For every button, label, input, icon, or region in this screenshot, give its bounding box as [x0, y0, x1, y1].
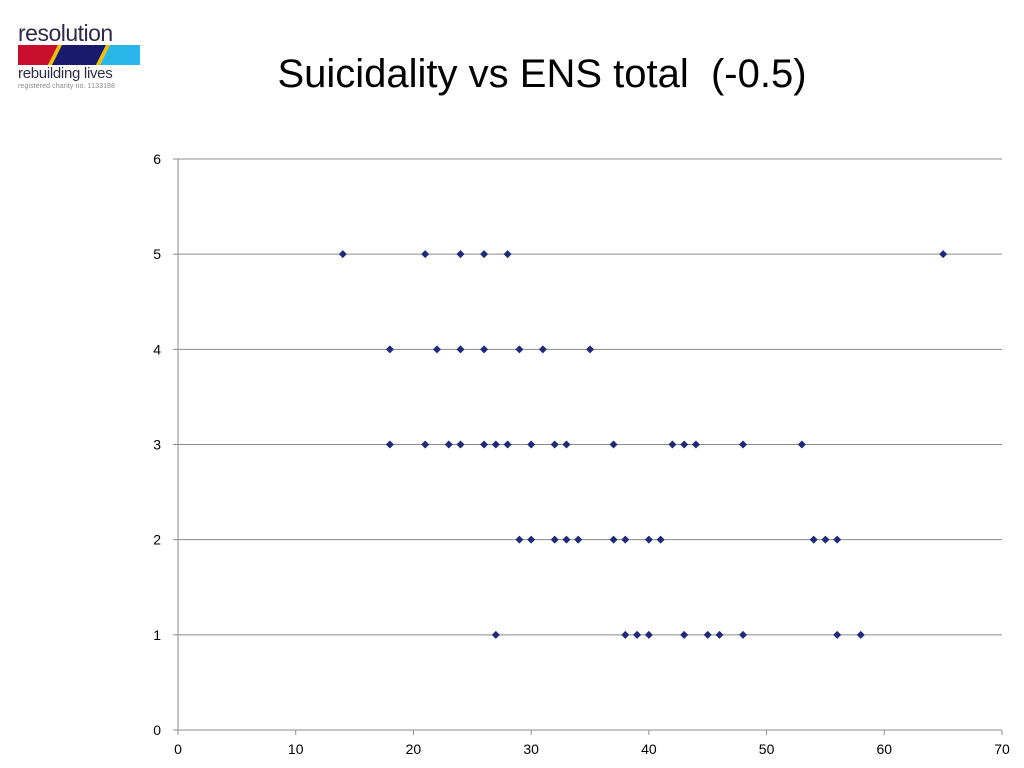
- data-point: [385, 345, 394, 354]
- data-point: [456, 440, 465, 449]
- data-point: [586, 345, 594, 354]
- data-point: [739, 630, 748, 639]
- data-point: [680, 630, 689, 639]
- y-tick-labels: 0 1 2 3 4 5 6: [153, 151, 161, 738]
- x-tick-label: 20: [406, 741, 422, 757]
- data-point: [609, 440, 618, 449]
- data-point: [550, 440, 559, 449]
- x-tick-label: 70: [994, 741, 1010, 757]
- data-point: [644, 535, 653, 544]
- data-point: [809, 535, 818, 544]
- x-tick-label: 0: [174, 741, 182, 757]
- y-tick-label: 0: [153, 722, 161, 738]
- data-point: [538, 345, 547, 354]
- data-point: [527, 535, 536, 544]
- data-point: [609, 535, 618, 544]
- axes: [173, 158, 1003, 735]
- data-point: [480, 250, 489, 259]
- data-point: [515, 535, 524, 544]
- x-tick-label: 50: [759, 741, 775, 757]
- data-point: [621, 535, 630, 544]
- data-point: [480, 440, 489, 449]
- data-point: [385, 440, 394, 449]
- data-point: [574, 535, 583, 544]
- data-point: [562, 535, 571, 544]
- data-point: [833, 535, 842, 544]
- gridlines: [178, 158, 1002, 636]
- data-point: [821, 535, 830, 544]
- data-point: [703, 630, 712, 639]
- data-point: [338, 250, 347, 259]
- data-point: [515, 345, 524, 354]
- data-point: [621, 630, 630, 639]
- data-point: [939, 250, 948, 259]
- data-point: [527, 440, 536, 449]
- logo-tagline: rebuilding lives: [18, 65, 113, 82]
- chart-title: Suicidality vs ENS total (-0.5): [277, 52, 807, 96]
- data-point: [421, 440, 430, 449]
- y-tick-label: 3: [153, 437, 161, 453]
- y-tick-label: 5: [153, 246, 161, 262]
- data-point: [491, 630, 500, 639]
- data-point: [503, 440, 512, 449]
- data-point: [668, 440, 677, 449]
- logo: resolution rebuilding lives registered c…: [18, 22, 142, 91]
- y-tick-label: 6: [153, 151, 161, 167]
- data-point: [633, 630, 642, 639]
- data-point: [833, 630, 842, 639]
- data-point: [691, 440, 700, 449]
- data-point: [491, 440, 500, 449]
- x-tick-label: 30: [523, 741, 539, 757]
- logo-stripe-icon: [18, 45, 140, 65]
- x-tick-labels: 0 10 20 30 40 50 60 70: [174, 741, 1010, 757]
- x-tick-label: 10: [288, 741, 304, 757]
- y-tick-label: 1: [153, 627, 161, 643]
- data-point: [562, 440, 571, 449]
- data-points: [338, 250, 948, 639]
- data-point: [797, 440, 806, 449]
- data-point: [480, 345, 489, 354]
- y-tick-label: 2: [153, 532, 161, 548]
- data-point: [432, 345, 441, 354]
- data-point: [656, 535, 665, 544]
- data-point: [456, 345, 465, 354]
- data-point: [739, 440, 748, 449]
- data-point: [503, 250, 512, 259]
- logo-charity-number: registered charity no. 1133188: [18, 83, 116, 90]
- data-point: [444, 440, 453, 449]
- data-point: [550, 535, 559, 544]
- x-tick-label: 40: [641, 741, 657, 757]
- data-point: [680, 440, 689, 449]
- x-tick-label: 60: [876, 741, 892, 757]
- data-point: [421, 250, 430, 259]
- y-tick-label: 4: [153, 341, 161, 357]
- logo-wordmark: resolution: [18, 20, 113, 46]
- data-point: [856, 630, 865, 639]
- data-point: [644, 630, 653, 639]
- data-point: [715, 630, 724, 639]
- data-point: [456, 250, 465, 259]
